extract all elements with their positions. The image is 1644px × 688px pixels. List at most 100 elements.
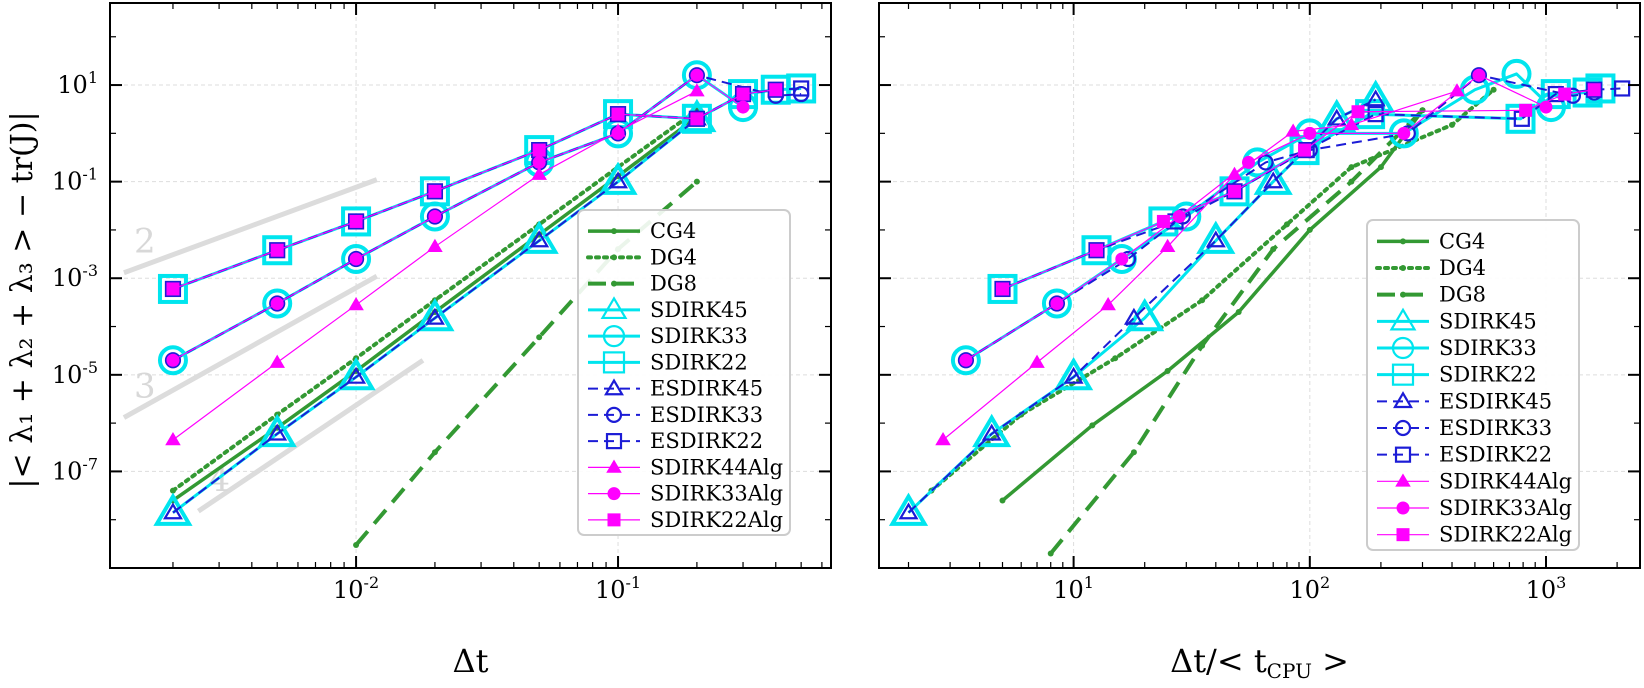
marker-sdirk33alg-legend	[1396, 501, 1410, 515]
marker-sdirk33alg-1	[1050, 296, 1064, 310]
marker-sdirk45-5	[1253, 161, 1293, 195]
marker-esdirk33-legend	[605, 406, 623, 423]
marker-dg4-0	[169, 487, 176, 494]
marker-sdirk44alg-0	[935, 431, 951, 446]
x-tick-label-2: 103	[1526, 573, 1567, 604]
marker-sdirk44alg-5	[1285, 123, 1301, 137]
line-dg8	[1049, 108, 1424, 555]
marker-sdirk33alg-3	[428, 209, 442, 223]
marker-sdirk44alg-3	[1159, 238, 1176, 253]
legend-label-cg4: CG4	[1439, 229, 1485, 253]
marker-sdirk33alg-6	[1397, 126, 1411, 140]
marker-sdirk33-legend	[602, 325, 626, 348]
marker-sdirk33-1	[1041, 288, 1072, 319]
marker-sdirk22alg-0	[996, 282, 1010, 296]
marker-sdirk33alg-2	[1115, 252, 1129, 266]
marker-dg4-6	[1449, 121, 1456, 128]
legend-label-esdirk45: ESDIRK45	[650, 377, 763, 401]
legend-label-esdirk33: ESDIRK33	[1439, 416, 1552, 440]
marker-sdirk45-0	[888, 492, 929, 526]
marker-sdirk33alg-5	[1303, 126, 1317, 140]
legend-label-sdirk22alg: SDIRK22Alg	[650, 508, 783, 532]
axes-frame-2	[878, 2, 1641, 569]
marker-sdirk45-6	[1317, 98, 1357, 133]
series-sdirk33alg	[959, 68, 1553, 367]
marker-sdirk22alg-8	[769, 83, 783, 97]
marker-dg8-legend	[1400, 291, 1406, 298]
legend-label-sdirk33: SDIRK33	[650, 324, 748, 348]
y-axis-label: |< λ₁ + λ₂ + λ₃ > − tr(J)|	[5, 111, 40, 488]
legend-label-sdirk33alg: SDIRK33Alg	[650, 482, 783, 506]
y-tick-label-1: 10-5	[52, 358, 98, 389]
marker-esdirk22-9	[1614, 80, 1631, 97]
marker-esdirk45-3	[424, 307, 445, 325]
series-sdirk22alg	[996, 83, 1601, 296]
marker-sdirk45-4	[519, 220, 559, 254]
line-esdirk22	[1002, 87, 1623, 290]
legend-label-cg4: CG4	[650, 219, 696, 243]
legend-label-dg8: DG8	[1439, 283, 1486, 307]
legend-label-sdirk45: SDIRK45	[1439, 309, 1537, 333]
marker-sdirk44alg-legend	[1395, 473, 1411, 487]
marker-cg4-4	[1306, 226, 1313, 233]
marker-sdirk45-1	[972, 413, 1012, 448]
marker-dg8-2	[1199, 342, 1206, 349]
series-sdirk44alg	[935, 83, 1465, 446]
marker-esdirk45-2	[1063, 366, 1084, 384]
line-sdirk44alg	[942, 90, 1458, 441]
marker-sdirk22alg-6	[1519, 103, 1533, 117]
marker-sdirk22alg-2	[1156, 214, 1170, 228]
marker-esdirk45-4	[1205, 230, 1226, 248]
marker-dg4-legend	[1400, 265, 1406, 271]
series-esdirk22	[994, 80, 1631, 298]
marker-esdirk33-legend	[1394, 419, 1412, 437]
marker-sdirk22alg-0	[166, 282, 180, 296]
x-tick-label-1: 10-1	[595, 573, 641, 604]
marker-sdirk44alg-6	[689, 83, 705, 97]
marker-cg4-1	[1089, 422, 1096, 429]
marker-sdirk44alg-2	[348, 297, 364, 311]
series-esdirk45	[898, 89, 1386, 520]
marker-esdirk22-8	[1586, 81, 1603, 98]
marker-sdirk44alg-1	[1029, 354, 1045, 368]
marker-cg4-5	[1377, 164, 1384, 171]
marker-esdirk22-legend	[605, 433, 623, 450]
marker-sdirk22alg-1	[1089, 243, 1103, 257]
axes-frame-1	[109, 2, 832, 569]
marker-sdirk44alg-legend	[606, 459, 622, 473]
marker-sdirk33-0	[157, 345, 188, 376]
marker-dg4-5	[1348, 164, 1355, 171]
marker-sdirk22alg-4	[1298, 143, 1312, 157]
legend-label-esdirk22: ESDIRK22	[650, 429, 763, 453]
marker-sdirk44alg-4	[531, 166, 547, 180]
marker-sdirk22alg-1	[270, 243, 284, 257]
marker-sdirk45-3	[415, 297, 455, 332]
marker-sdirk33alg-0	[166, 353, 180, 367]
marker-sdirk45-legend	[600, 296, 628, 320]
marker-dg4-legend	[611, 254, 617, 261]
y-tick-label-4: 101	[57, 68, 98, 99]
series-sdirk22alg	[166, 83, 783, 296]
x-axis-label-2: Δt/< tCPU >	[1170, 642, 1349, 683]
legend-label-sdirk22: SDIRK22	[650, 350, 748, 374]
marker-esdirk22-0	[164, 280, 182, 298]
line-cg4	[1001, 109, 1424, 502]
marker-dg4-7	[1490, 86, 1497, 93]
marker-sdirk44alg-2	[1100, 297, 1116, 311]
marker-sdirk33alg-8	[1539, 100, 1553, 114]
marker-esdirk22-3	[426, 183, 444, 200]
legend-label-sdirk45: SDIRK45	[650, 298, 748, 322]
marker-esdirk33-0	[957, 352, 975, 369]
marker-sdirk45-4	[1196, 220, 1236, 254]
marker-sdirk45-1	[257, 413, 297, 448]
marker-esdirk33-2	[347, 250, 365, 268]
marker-sdirk44alg-6	[1343, 116, 1360, 131]
marker-esdirk45-5	[1263, 171, 1284, 189]
marker-sdirk22-0	[157, 273, 188, 304]
marker-sdirk33-0	[950, 345, 981, 376]
x-tick-label-0: 101	[1053, 573, 1094, 604]
plot-area-2	[888, 58, 1631, 557]
marker-dg8-1	[1130, 449, 1137, 456]
